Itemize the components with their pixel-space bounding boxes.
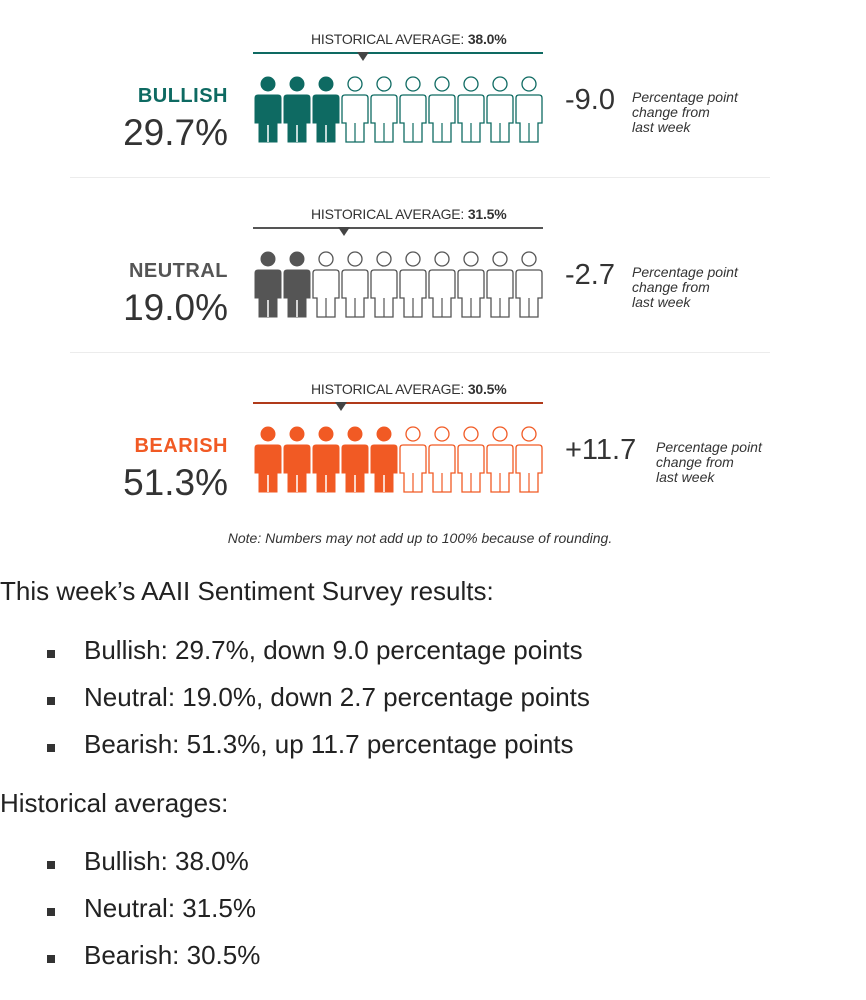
person-filled-icon: [283, 76, 311, 143]
person-outline-icon: [457, 251, 485, 318]
averages-heading: Historical averages:: [0, 788, 229, 818]
sentiment-infographic: HISTORICAL AVERAGE: 38.0% BULLISH 29.7% …: [0, 30, 866, 550]
person-outline-icon: [341, 76, 369, 143]
person-outline-icon: [457, 76, 485, 143]
person-outline-icon: [515, 76, 543, 143]
people-pictograph: [254, 251, 543, 318]
change-value: +11.7: [565, 434, 637, 466]
person-filled-icon: [312, 76, 340, 143]
person-outline-icon: [486, 76, 514, 143]
person-outline-icon: [399, 426, 427, 493]
historical-average-line: [253, 402, 543, 404]
bullet-square-icon: [47, 908, 55, 916]
person-outline-icon: [399, 251, 427, 318]
historical-average-line: [253, 227, 543, 229]
person-filled-icon: [254, 426, 282, 493]
person-outline-icon: [399, 76, 427, 143]
sentiment-label: BULLISH: [137, 85, 228, 107]
person-outline-icon: [370, 76, 398, 143]
person-outline-icon: [428, 76, 456, 143]
person-filled-icon: [254, 76, 282, 143]
person-outline-icon: [515, 251, 543, 318]
people-pictograph: [254, 426, 543, 493]
person-outline-icon: [457, 426, 485, 493]
sentiment-label: NEUTRAL: [128, 260, 228, 282]
historical-average-label: HISTORICAL AVERAGE: 30.5%: [311, 381, 507, 397]
person-filled-icon: [312, 426, 340, 493]
rounding-note: Note: Numbers may not add up to 100% bec…: [227, 530, 613, 546]
person-outline-icon: [312, 251, 340, 318]
people-pictograph: [254, 76, 543, 143]
historical-average-label: HISTORICAL AVERAGE: 38.0%: [311, 31, 507, 47]
bearish-row: HISTORICAL AVERAGE: 30.5% BEARISH 51.3% …: [0, 380, 866, 550]
change-note: Percentage point change from last week: [656, 439, 762, 485]
person-outline-icon: [486, 251, 514, 318]
historical-average-marker: [357, 52, 370, 61]
person-filled-icon: [341, 426, 369, 493]
bullet-square-icon: [47, 955, 55, 963]
person-outline-icon: [428, 426, 456, 493]
person-filled-icon: [370, 426, 398, 493]
change-value: -9.0: [565, 84, 615, 116]
results-heading: This week’s AAII Sentiment Survey result…: [0, 576, 494, 606]
change-note: Percentage point change from last week: [632, 89, 738, 135]
person-outline-icon: [341, 251, 369, 318]
person-filled-icon: [283, 426, 311, 493]
person-outline-icon: [428, 251, 456, 318]
bullet-square-icon: [47, 861, 55, 869]
change-value: -2.7: [565, 259, 615, 291]
bullet-square-icon: [47, 744, 55, 752]
bullish-row: HISTORICAL AVERAGE: 38.0% BULLISH 29.7% …: [0, 30, 866, 200]
sentiment-percent: 19.0%: [123, 287, 228, 328]
row-separator: [70, 177, 770, 178]
row-separator: [70, 352, 770, 353]
historical-average-label: HISTORICAL AVERAGE: 31.5%: [311, 206, 507, 222]
historical-average-marker: [338, 227, 351, 236]
historical-average-line: [253, 52, 543, 54]
historical-average-marker: [335, 402, 348, 411]
bullet-square-icon: [47, 697, 55, 705]
sentiment-percent: 51.3%: [123, 462, 228, 503]
person-outline-icon: [370, 251, 398, 318]
bullet-square-icon: [47, 650, 55, 658]
person-outline-icon: [486, 426, 514, 493]
person-outline-icon: [515, 426, 543, 493]
neutral-row: HISTORICAL AVERAGE: 31.5% NEUTRAL 19.0% …: [0, 205, 866, 375]
sentiment-percent: 29.7%: [123, 112, 228, 153]
sentiment-label: BEARISH: [134, 435, 228, 457]
person-filled-icon: [254, 251, 282, 318]
person-filled-icon: [283, 251, 311, 318]
change-note: Percentage point change from last week: [632, 264, 738, 310]
